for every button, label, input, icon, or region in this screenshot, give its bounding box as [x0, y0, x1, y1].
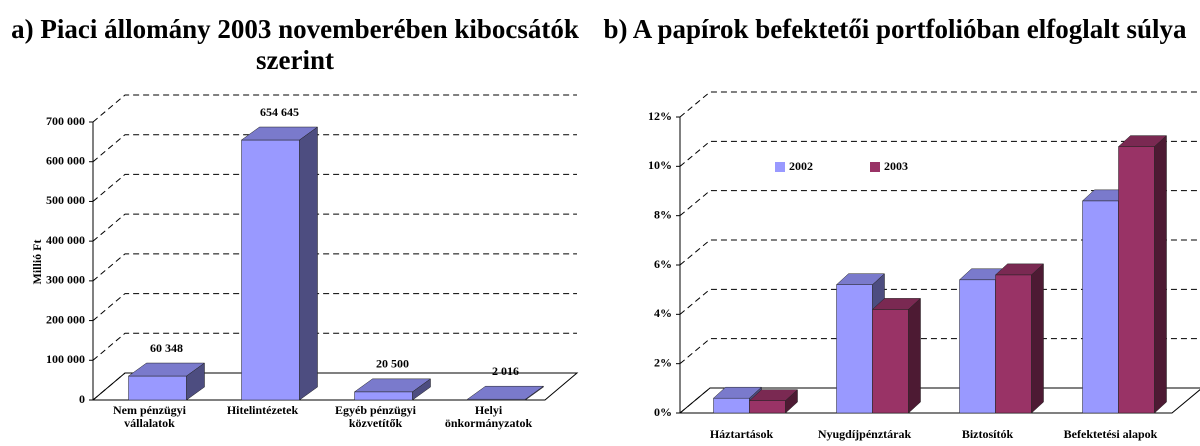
bar: [1118, 146, 1155, 414]
legend-swatch: [870, 162, 880, 172]
y-tick-label: 400 000: [46, 233, 85, 247]
grid-line: [679, 140, 1200, 167]
bar: [1082, 200, 1119, 414]
bar: [836, 284, 873, 414]
grid-line: [92, 213, 577, 242]
bar: [354, 391, 413, 401]
y-tick-label: 200 000: [46, 312, 85, 326]
bar: [128, 375, 187, 401]
y-tick-label: 600 000: [46, 153, 85, 167]
bar: [959, 279, 996, 414]
grid-line: [92, 372, 577, 401]
y-tick-label: 12%: [648, 109, 672, 123]
y-tick-label: 4%: [654, 306, 672, 320]
chart-title: a) Piaci állomány 2003 novemberében kibo…: [11, 14, 579, 75]
grid-line: [679, 190, 1200, 217]
y-tick-label: 500 000: [46, 193, 85, 207]
bar-side: [1154, 135, 1167, 414]
y-tick-label: 700 000: [46, 114, 85, 128]
bar-side: [908, 297, 921, 414]
x-tick-label: Befektetési alapok: [1063, 427, 1158, 441]
x-tick-label: Egyéb pénzügyi közvetítők: [334, 403, 416, 430]
y-axis-label: Millió Ft: [30, 240, 44, 285]
grid-line: [92, 332, 577, 361]
bar-side: [186, 362, 205, 401]
bar-side: [785, 389, 798, 414]
y-tick-label: 0%: [654, 405, 672, 419]
x-tick-label: Háztartások: [709, 427, 774, 441]
bar-top: [466, 385, 545, 400]
grid-line: [679, 387, 1200, 414]
y-tick-label: 300 000: [46, 273, 85, 287]
x-tick-label: Hitelintézetek: [226, 403, 299, 417]
y-tick-label: 8%: [654, 207, 672, 221]
x-tick-label: Biztosítók: [961, 427, 1014, 441]
bar-side: [1031, 263, 1044, 414]
bar: [872, 309, 909, 414]
legend-label: 2002: [789, 159, 813, 173]
y-tick-label: 2%: [654, 355, 672, 369]
x-tick-label: Nyugdíjpénztárak: [817, 427, 912, 441]
y-tick-label: 6%: [654, 257, 672, 271]
bar-side: [299, 126, 318, 401]
grid-line: [679, 91, 1200, 118]
x-tick-label: Nem pénzügyi vállalatok: [113, 403, 186, 430]
legend-swatch: [775, 162, 785, 172]
grid-line: [92, 173, 577, 202]
grid-line: [92, 134, 577, 163]
bar: [995, 274, 1032, 414]
bar: [713, 397, 750, 414]
x-tick-label: Helyi önkormányzatok: [444, 403, 533, 430]
grid-line: [679, 288, 1200, 315]
legend-label: 2003: [884, 159, 908, 173]
y-tick-label: 100 000: [46, 352, 85, 366]
grid-line: [679, 239, 1200, 266]
grid-line: [92, 94, 577, 123]
y-tick-label: 0: [79, 392, 85, 406]
grid-line: [679, 338, 1200, 365]
data-label: 60 348: [150, 341, 183, 355]
bar-side: [412, 378, 431, 401]
grid-line: [92, 253, 577, 282]
chart-title: b) A papírok befektetői portfolióban elf…: [603, 14, 1187, 44]
bar: [241, 139, 300, 401]
y-tick-label: 10%: [648, 158, 672, 172]
data-label: 654 645: [260, 105, 299, 119]
data-label: 20 500: [376, 357, 409, 371]
bar-side: [525, 385, 544, 401]
grid-line: [92, 293, 577, 321]
bar: [749, 400, 786, 414]
data-label: 2 016: [492, 364, 519, 378]
